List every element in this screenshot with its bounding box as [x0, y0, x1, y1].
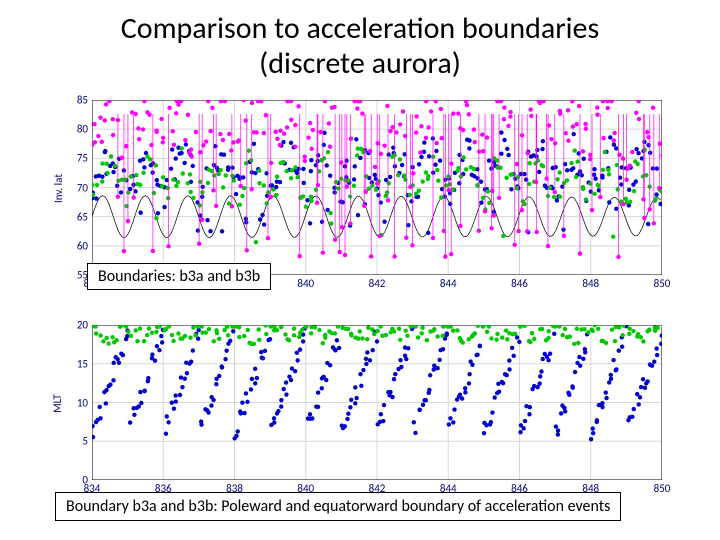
ytick-label: 70 — [77, 181, 88, 194]
ytick-label: 80 — [77, 123, 88, 136]
xtick-label: 842 — [369, 277, 386, 290]
top-chart: Inv. lat 5560657075808583483683884084284… — [92, 100, 662, 275]
ytick-label: 15 — [77, 357, 88, 370]
ytick-label: 20 — [77, 319, 88, 332]
xtick-label: 848 — [582, 277, 599, 290]
xtick-label: 846 — [511, 277, 528, 290]
top-chart-svg — [92, 100, 662, 275]
ytick-label: 75 — [77, 152, 88, 165]
bottom-chart-ylabel: MLT — [51, 394, 64, 413]
legend-text: Boundaries: b3a and b3b — [98, 267, 260, 286]
caption-text: Boundary b3a and b3b: Poleward and equat… — [66, 497, 610, 516]
xtick-label: 840 — [297, 277, 314, 290]
bottom-chart-svg — [92, 325, 662, 480]
xtick-label: 850 — [654, 482, 671, 495]
caption-box: Boundary b3a and b3b: Poleward and equat… — [55, 492, 621, 521]
slide-title: Comparison to acceleration boundaries (d… — [0, 12, 720, 81]
xtick-label: 850 — [654, 277, 671, 290]
ytick-label: 10 — [77, 396, 88, 409]
ytick-label: 60 — [77, 239, 88, 252]
xtick-label: 844 — [440, 277, 457, 290]
ytick-label: 85 — [77, 94, 88, 107]
ytick-label: 5 — [82, 435, 88, 448]
ytick-label: 65 — [77, 210, 88, 223]
legend-box: Boundaries: b3a and b3b — [87, 263, 271, 290]
top-chart-ylabel: Inv. lat — [52, 173, 65, 202]
bottom-chart: MLT 05101520834836838840842844846848850 — [92, 325, 662, 480]
